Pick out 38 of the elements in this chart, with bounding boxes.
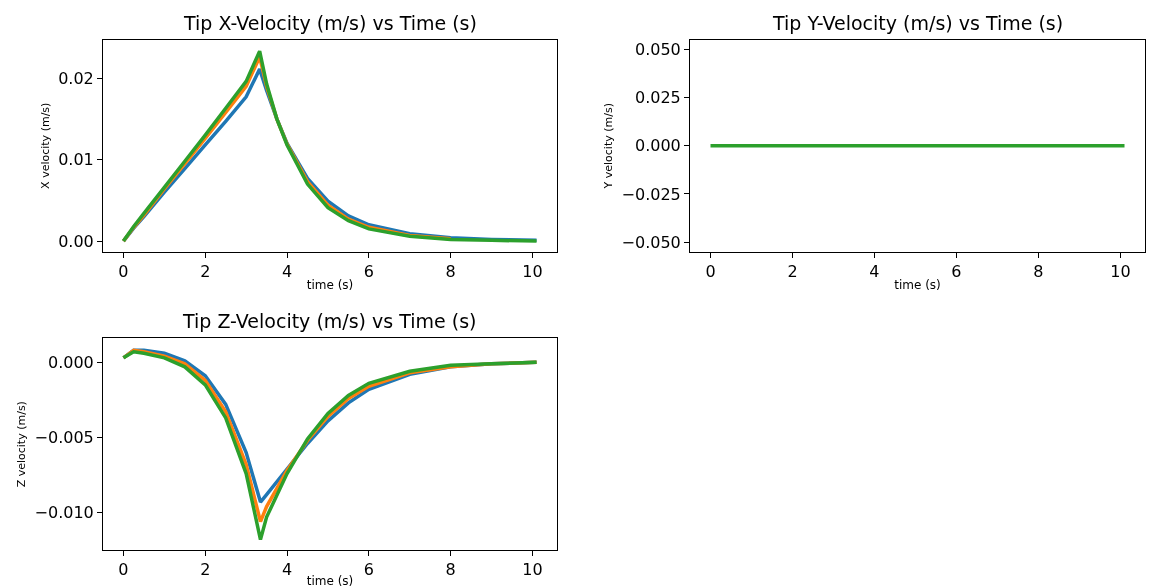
x-axis-title: time (s) (306, 277, 354, 292)
y-axis-title: Y velocity (m/s) (602, 103, 616, 190)
x-tick-label: 4 (281, 261, 293, 281)
x-tick-label: 2 (200, 560, 211, 580)
y-tick-label: −0.050 (621, 232, 681, 252)
x-tick-label: 10 (522, 261, 543, 281)
x-tick-label: 0 (118, 261, 129, 281)
x-tick-label: 6 (951, 261, 962, 281)
y-tick-label: 0.025 (634, 88, 681, 108)
x-tick-label: 4 (281, 560, 293, 580)
y-tick-label: 0.050 (634, 40, 681, 60)
x-tick-label: 8 (445, 560, 456, 580)
y-tick-label: −0.010 (34, 503, 94, 523)
x-tick-label: 0 (705, 261, 716, 281)
x-tick-label: 6 (363, 261, 374, 281)
x-axis-title: time (s) (894, 277, 941, 292)
chart-title: Tip Y-Velocity (m/s) vs Time (s) (772, 12, 1064, 34)
y-tick-label: 0.01 (58, 150, 94, 170)
x-axis-title: time (s) (306, 574, 354, 588)
y-tick-label: 0.000 (47, 352, 94, 372)
y-tick-label: −0.005 (34, 428, 94, 448)
x-tick-label: 10 (522, 560, 543, 580)
x-tick-label: 10 (1110, 261, 1131, 281)
y-tick-label: 0.000 (634, 136, 681, 156)
x-tick-label: 8 (1033, 261, 1044, 281)
chart-title: Tip Z-Velocity (m/s) vs Time (s) (182, 310, 477, 332)
chart-title: Tip X-Velocity (m/s) vs Time (s) (183, 12, 477, 34)
x-tick-label: 0 (118, 560, 129, 580)
x-tick-label: 8 (445, 261, 456, 281)
x-tick-label: 4 (869, 261, 880, 281)
x-tick-label: 2 (200, 261, 211, 281)
x-tick-label: 6 (363, 560, 374, 580)
y-tick-label: −0.025 (621, 184, 681, 204)
y-axis-title: Z velocity (m/s) (15, 401, 29, 488)
y-axis-title: X velocity (m/s) (38, 102, 52, 189)
y-tick-label: 0.00 (58, 231, 94, 251)
y-tick-label: 0.02 (58, 68, 94, 88)
x-tick-label: 2 (787, 261, 798, 281)
